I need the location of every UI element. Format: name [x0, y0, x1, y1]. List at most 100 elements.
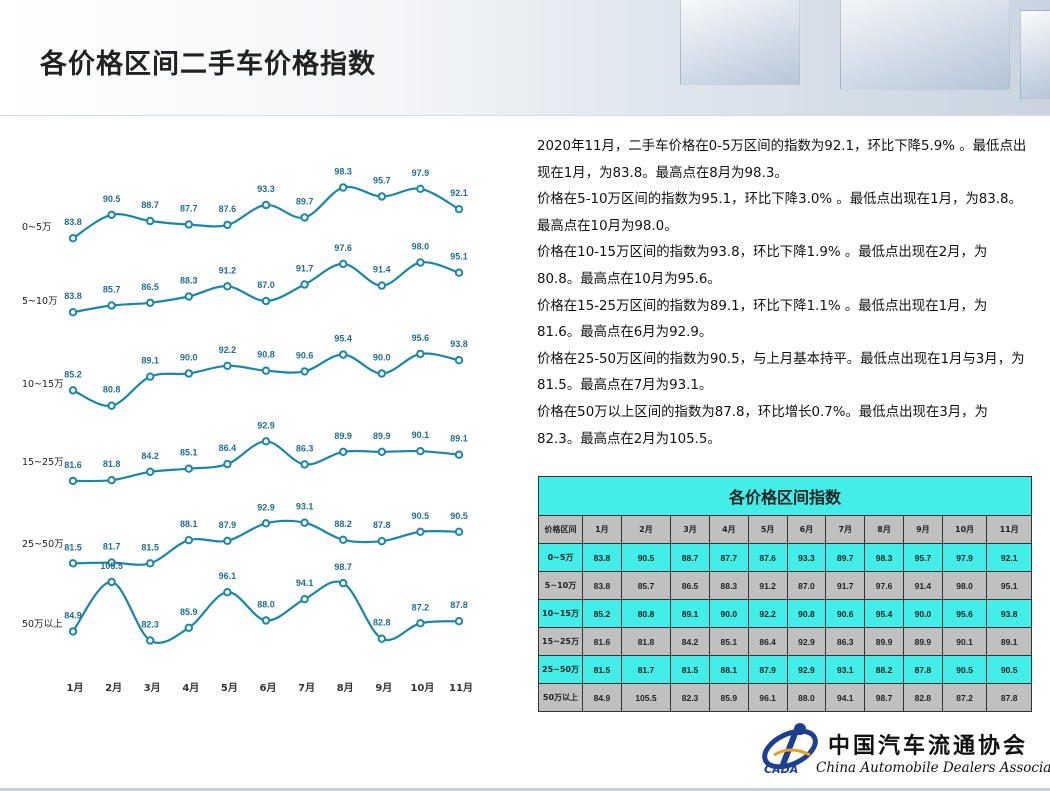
- data-point: [107, 476, 116, 485]
- x-tick-label: 8月: [337, 682, 354, 694]
- table-cell: 87.8: [986, 683, 1032, 712]
- data-label: 82.3: [141, 620, 159, 630]
- data-point: [146, 216, 155, 226]
- table-cell: 86.5: [670, 571, 710, 600]
- data-label: 88.7: [141, 200, 159, 210]
- table-cell: 92.1: [986, 543, 1032, 572]
- data-label: 81.5: [64, 542, 82, 552]
- table-cell: 84.9: [582, 683, 622, 712]
- data-point: [107, 210, 116, 220]
- data-label: 83.8: [64, 291, 82, 301]
- table-cell: 92.9: [786, 627, 827, 656]
- table-cell: 90.8: [786, 599, 827, 628]
- data-point: [68, 234, 78, 243]
- logo-chinese-name: 中国汽车流通协会: [828, 733, 1029, 759]
- summary-paragraph: 价格在50万以上区间的指数为87.8，环比增长0.7%。最低点出现在3月，为82…: [537, 404, 988, 447]
- table-cell: 97.9: [941, 543, 988, 572]
- data-label: 93.1: [296, 502, 314, 512]
- series-5: 84.9 105.5 82.3 85.9 96.1 88.0 94.1 98.7 82.8 87.…: [22, 561, 468, 645]
- data-point: [68, 386, 78, 395]
- data-label: 89.7: [296, 197, 314, 207]
- x-tick-label: 11月: [449, 682, 473, 694]
- table-cell: 90.1: [941, 627, 988, 656]
- data-point: [184, 464, 194, 473]
- data-point: [339, 259, 348, 269]
- data-label: 91.7: [296, 264, 314, 274]
- data-point: [454, 450, 464, 459]
- data-point: [107, 577, 116, 587]
- table-month-header: 11月: [986, 515, 1032, 544]
- data-label: 90.1: [412, 430, 430, 440]
- table-month-header: 2月: [620, 515, 672, 544]
- data-label: 90.6: [296, 350, 314, 360]
- data-label: 93.8: [450, 339, 468, 349]
- table-row: 0~5万 83.8 90.5 88.7 87.7 87.6 93.3 89.7 98.3 95.7…: [538, 543, 1032, 572]
- data-point: [68, 627, 78, 636]
- data-point: [416, 184, 425, 194]
- data-point: [377, 281, 386, 290]
- data-point: [261, 200, 271, 210]
- series-line: [72, 580, 460, 644]
- data-point: [223, 459, 232, 469]
- table-cell: 84.2: [670, 627, 710, 656]
- data-label: 86.5: [141, 282, 159, 292]
- price-index-line-chart: 83.8 90.5 88.7 87.7 87.6 93.3 89.7 98.3 95.7 97.9…: [22, 167, 473, 695]
- data-point: [454, 617, 464, 626]
- table-cell: 81.6: [582, 627, 622, 656]
- data-point: [68, 308, 78, 317]
- table-cell: 90.0: [708, 599, 749, 628]
- data-label: 83.8: [64, 217, 82, 227]
- summary-paragraph: 价格在10-15万区间的指数为93.8，环比下降1.9% 。最低点出现在2月，为…: [537, 245, 988, 287]
- table-cell: 82.3: [670, 683, 710, 712]
- series-0: 83.8 90.5 88.7 87.7 87.6 93.3 89.7 98.3 95.7 97.9…: [22, 167, 468, 243]
- table-cell: 95.1: [986, 571, 1032, 600]
- table-row: 25~50万 81.5 81.7 81.5 88.1 87.9 92.9 93.1 88.2 87…: [538, 655, 1032, 684]
- table-cell: 91.7: [825, 571, 866, 600]
- data-label: 98.0: [412, 242, 430, 252]
- table-cell: 87.9: [747, 655, 788, 684]
- table-cell: 90.5: [941, 655, 988, 684]
- data-label: 85.1: [180, 448, 198, 458]
- table-cell: 88.3: [708, 571, 749, 600]
- data-label: 81.6: [64, 460, 82, 470]
- table-row-label: 15~25万: [538, 627, 583, 656]
- data-point: [416, 447, 425, 456]
- data-label: 87.2: [412, 602, 430, 612]
- data-point: [223, 220, 232, 230]
- data-label: 91.2: [219, 265, 237, 275]
- data-label: 81.5: [141, 542, 159, 552]
- data-label: 89.1: [450, 434, 468, 444]
- logo-abbreviation: CADA: [764, 763, 799, 776]
- table-cell: 89.1: [670, 599, 710, 628]
- data-point: [261, 296, 271, 306]
- data-point: [223, 536, 232, 545]
- data-label: 89.9: [334, 431, 352, 441]
- summary-paragraph: 价格在25-50万区间的指数为90.5，与上月基本持平。最低点出现在1月与3月，…: [537, 351, 1025, 394]
- series-label: 10~15万: [22, 379, 64, 390]
- data-label: 95.6: [412, 333, 430, 343]
- data-label: 84.9: [64, 610, 82, 620]
- data-label: 84.2: [141, 451, 159, 461]
- table-cell: 81.7: [620, 655, 672, 684]
- data-label: 90.5: [412, 511, 430, 521]
- data-label: 95.1: [450, 252, 468, 262]
- data-label: 98.7: [334, 562, 352, 572]
- table-cell: 86.3: [825, 627, 866, 656]
- table-cell: 89.9: [864, 627, 904, 656]
- data-label: 89.1: [141, 356, 159, 366]
- series-label: 5~10万: [22, 296, 58, 307]
- series-label: 50万以上: [22, 619, 63, 630]
- data-label: 87.9: [219, 520, 237, 530]
- table-month-header: 9月: [902, 515, 943, 544]
- data-point: [300, 280, 309, 289]
- table-cell: 88.1: [708, 655, 749, 684]
- table-cell: 80.8: [620, 599, 672, 628]
- table-cell: 97.6: [864, 571, 904, 600]
- decorative-cube: [680, 0, 800, 85]
- data-point: [261, 519, 271, 528]
- data-point: [339, 447, 348, 456]
- table-row-label: 0~5万: [538, 543, 583, 572]
- series-label: 0~5万: [22, 222, 52, 233]
- table-cell: 90.6: [825, 599, 866, 628]
- table-cell: 86.4: [747, 627, 788, 656]
